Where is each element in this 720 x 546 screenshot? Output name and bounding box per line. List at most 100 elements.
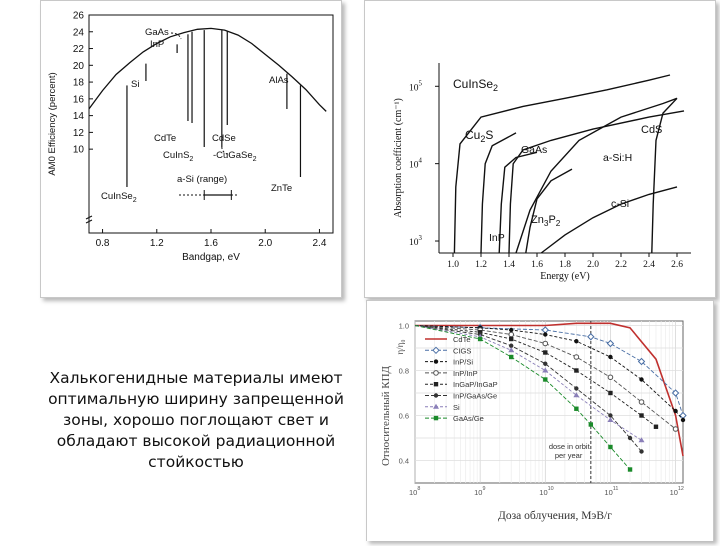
series-label: c-Si [611, 198, 629, 210]
y-tick-label: 26 [73, 11, 85, 22]
radiation-chart: 1.0 0.8 0.6 0.4 108 109 1010 1011 1012 Доза облуч… [380, 320, 687, 522]
y-tick-label: 10 [73, 145, 85, 156]
series-curve [515, 97, 678, 254]
data-point [627, 467, 633, 472]
absorption-chart: 1.0 1.2 1.4 1.6 1.8 2.0 2.2 2.4 2.6 103 104 105 Ener… [393, 63, 691, 282]
legend-entry: InP/InP [453, 369, 478, 378]
material-label: ZnTe [271, 183, 292, 194]
y-tick-label: 18 [73, 78, 85, 89]
y-tick-label: 12 [73, 128, 85, 139]
data-point [607, 374, 614, 381]
data-point [542, 367, 549, 373]
data-point [574, 406, 579, 411]
data-point [509, 354, 514, 360]
y-tick-label: 0.6 [399, 412, 409, 421]
efficiency-curve [88, 27, 327, 112]
efficiency-chart: 0.8 1.2 1.6 2.0 2.4 10 12 14 16 18 20 22 24 26 Bandgap… [47, 11, 334, 263]
data-point [433, 359, 439, 364]
x-tick-label: 2.4 [312, 238, 326, 249]
series-curve [498, 151, 538, 254]
data-point [574, 368, 579, 373]
data-point [477, 330, 483, 335]
data-point [574, 339, 579, 344]
data-point [680, 417, 686, 423]
material-label: Si [131, 79, 139, 90]
series-curve [508, 110, 685, 254]
data-point [573, 354, 580, 360]
x-tick-label: 1010 [539, 486, 553, 497]
data-point [543, 332, 548, 337]
x-tick-label: 109 [474, 486, 485, 497]
data-point [433, 415, 439, 421]
y-tick-label: 105 [409, 80, 423, 93]
data-point [637, 357, 646, 366]
data-point [509, 343, 514, 348]
x-axis-label: Bandgap, eV [182, 252, 240, 263]
leader-dashed [170, 32, 182, 40]
x-tick-label: 1.4 [503, 260, 515, 270]
series-line [414, 325, 642, 452]
data-point [588, 422, 594, 427]
legend-entry: InGaP/InGaP [453, 380, 498, 389]
y-tick-label: 20 [73, 61, 85, 72]
data-point [574, 386, 579, 391]
legend-entry: GaAs/Ge [453, 414, 484, 423]
data-point [543, 350, 548, 355]
series-curve [453, 74, 671, 254]
material-label: InP [150, 39, 164, 50]
data-point [671, 389, 680, 397]
material-label: CuInS2 [163, 150, 193, 163]
series-line [414, 325, 684, 416]
data-point [653, 424, 659, 429]
series-label: Zn3P2 [531, 214, 561, 228]
series-line [414, 325, 631, 470]
x-axis-label: Доза облучения, МэВ/г [498, 510, 612, 522]
data-point [508, 331, 515, 338]
data-point [638, 399, 645, 405]
annotation-text: dose in orbit [549, 442, 591, 451]
data-point [509, 336, 514, 342]
material-label: CdSe [212, 133, 236, 144]
y-axis-label: Absorption coefficient (cm⁻¹) [393, 98, 404, 218]
data-point [543, 361, 548, 366]
data-point [606, 339, 615, 348]
x-tick-label: 0.8 [96, 238, 110, 249]
y-tick-label: 0.4 [399, 457, 409, 466]
data-point [477, 336, 483, 342]
axis-break [85, 215, 93, 224]
legend-entry: CdTe [453, 335, 471, 344]
series-label: CdS [641, 124, 662, 136]
data-point [433, 370, 439, 376]
data-point [587, 333, 595, 341]
x-tick-label: 1.2 [475, 260, 487, 270]
data-point [508, 347, 515, 353]
series-label: InP [489, 232, 505, 244]
series-label: CuInSe2 [453, 77, 498, 93]
series-curve [525, 168, 573, 254]
x-tick-label: 1011 [604, 486, 618, 497]
y-tick-label: 0.8 [399, 367, 409, 376]
data-point [639, 377, 644, 382]
legend-entry: Si [453, 403, 460, 412]
y-tick-label: 16 [73, 94, 85, 105]
material-label: GaAs [145, 27, 169, 38]
y-axis-label-ratio: η/η₀ [395, 339, 405, 354]
data-point [627, 435, 633, 441]
x-tick-label: 1.8 [559, 260, 571, 270]
y-tick-label: 14 [73, 111, 85, 122]
data-point [433, 382, 439, 387]
data-point [673, 408, 678, 414]
data-point [542, 340, 549, 347]
y-tick-label: 22 [73, 44, 85, 55]
data-point [638, 437, 645, 443]
absorption-chart-panel: 1.0 1.2 1.4 1.6 1.8 2.0 2.2 2.4 2.6 103 104 105 Ener… [364, 0, 716, 298]
material-label: AlAs [269, 75, 289, 86]
series-curve [651, 97, 678, 254]
data-point [608, 390, 613, 396]
legend-entry: InP/Si [453, 358, 473, 367]
x-tick-label: 2.2 [615, 260, 627, 270]
x-tick-label: 2.6 [671, 260, 683, 270]
x-tick-label: 1.6 [204, 238, 218, 249]
annotation-text: per year [555, 451, 583, 460]
data-point [509, 327, 514, 333]
